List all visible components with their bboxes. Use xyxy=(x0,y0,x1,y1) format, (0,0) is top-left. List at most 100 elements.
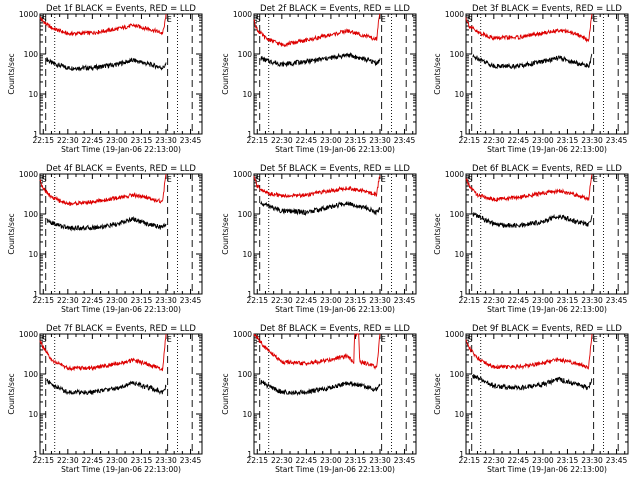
y-tick-label: 100 xyxy=(24,210,39,219)
x-tick-label: 23:15 xyxy=(131,136,153,145)
x-tick-label: 23:45 xyxy=(606,456,628,465)
x-tick-label: 23:45 xyxy=(394,456,416,465)
x-tick-label: 22:30 xyxy=(271,296,293,305)
x-tick-label: 23:00 xyxy=(320,296,342,305)
lld-series-line xyxy=(39,173,167,207)
x-tick-label: 23:15 xyxy=(345,456,367,465)
x-tick-label: 22:30 xyxy=(57,456,79,465)
y-axis-label: Counts/sec xyxy=(221,53,230,94)
y-tick-label: 1000 xyxy=(19,170,38,179)
y-tick-label: 10 xyxy=(28,250,38,259)
x-tick-label: 23:30 xyxy=(155,296,177,305)
marker-e: E xyxy=(167,175,172,184)
y-tick-label: 10 xyxy=(454,250,464,259)
x-tick-label: 23:15 xyxy=(345,296,367,305)
y-tick-label: 1 xyxy=(247,130,252,139)
x-tick-label: 23:30 xyxy=(581,296,603,305)
lld-series-line xyxy=(39,333,167,372)
x-tick-label: 22:45 xyxy=(296,136,318,145)
y-tick-label: 10 xyxy=(454,90,464,99)
y-axis-label: Counts/sec xyxy=(221,213,230,254)
plot-title: Det 6f BLACK = Events, RED = LLD xyxy=(472,164,622,174)
marker-e: E xyxy=(593,175,598,184)
x-tick-label: 23:15 xyxy=(557,296,579,305)
lld-series-line xyxy=(253,333,381,371)
y-axis-label: Counts/sec xyxy=(433,53,442,94)
y-tick-label: 100 xyxy=(238,370,253,379)
x-tick-label: 22:15 xyxy=(246,136,268,145)
events-series-line xyxy=(472,53,593,70)
marker-e: E xyxy=(593,15,598,24)
events-series-line xyxy=(46,57,167,72)
plot-title: Det 7f BLACK = Events, RED = LLD xyxy=(46,324,196,334)
plot-frame xyxy=(39,173,203,295)
x-tick-label: 23:30 xyxy=(155,456,177,465)
x-tick-label: 22:30 xyxy=(57,296,79,305)
x-tick-label: 22:30 xyxy=(483,136,505,145)
x-tick-label: 23:00 xyxy=(532,136,554,145)
marker-e: E xyxy=(167,335,172,344)
marker-s: S xyxy=(42,335,47,344)
x-tick-label: 22:15 xyxy=(458,296,480,305)
plot-title: Det 1f BLACK = Events, RED = LLD xyxy=(46,4,196,14)
marker-e: E xyxy=(167,15,172,24)
events-series-line xyxy=(472,374,593,391)
x-tick-label: 23:00 xyxy=(106,456,128,465)
x-axis-label: Start Time (19-Jan-06 22:13:00) xyxy=(487,145,607,154)
plot-title: Det 5f BLACK = Events, RED = LLD xyxy=(260,164,410,174)
x-tick-label: 22:15 xyxy=(458,456,480,465)
y-tick-label: 100 xyxy=(238,210,253,219)
y-tick-label: 1 xyxy=(33,130,38,139)
y-tick-label: 1000 xyxy=(19,330,38,339)
y-tick-label: 1000 xyxy=(445,170,464,179)
x-tick-label: 23:00 xyxy=(532,456,554,465)
plot-panel: Det 8f BLACK = Events, RED = LLD 1 10 100 10… xyxy=(221,324,417,474)
x-axis-label: Start Time (19-Jan-06 22:13:00) xyxy=(275,465,395,474)
y-tick-label: 1 xyxy=(459,130,464,139)
y-axis-label: Counts/sec xyxy=(433,373,442,414)
plot-title: Det 9f BLACK = Events, RED = LLD xyxy=(472,324,622,334)
marker-e: E xyxy=(381,335,386,344)
x-axis-label: Start Time (19-Jan-06 22:13:00) xyxy=(275,145,395,154)
marker-s: S xyxy=(256,15,261,24)
lld-series-line xyxy=(465,13,593,43)
plot-title: Det 8f BLACK = Events, RED = LLD xyxy=(260,324,410,334)
x-tick-label: 23:45 xyxy=(180,456,202,465)
x-tick-label: 22:45 xyxy=(82,456,104,465)
y-tick-label: 10 xyxy=(454,410,464,419)
x-tick-label: 23:45 xyxy=(394,296,416,305)
plot-title: Det 3f BLACK = Events, RED = LLD xyxy=(472,4,622,14)
x-tick-label: 22:15 xyxy=(246,456,268,465)
y-tick-label: 10 xyxy=(242,410,252,419)
x-tick-label: 22:15 xyxy=(32,296,54,305)
y-tick-label: 1 xyxy=(459,290,464,299)
y-tick-label: 1000 xyxy=(445,10,464,19)
plot-title: Det 2f BLACK = Events, RED = LLD xyxy=(260,4,410,14)
x-tick-label: 23:45 xyxy=(394,136,416,145)
x-tick-label: 22:15 xyxy=(246,296,268,305)
x-tick-label: 23:30 xyxy=(369,456,391,465)
x-tick-label: 23:00 xyxy=(106,136,128,145)
plot-frame xyxy=(465,333,629,455)
x-tick-label: 22:30 xyxy=(483,296,505,305)
plot-frame xyxy=(253,13,417,135)
y-axis-label: Counts/sec xyxy=(7,53,16,94)
x-axis-label: Start Time (19-Jan-06 22:13:00) xyxy=(487,465,607,474)
x-tick-label: 22:45 xyxy=(508,456,530,465)
events-series-line xyxy=(260,51,381,68)
lld-series-line xyxy=(253,175,381,199)
lld-series-line xyxy=(465,174,593,203)
x-tick-label: 22:45 xyxy=(82,296,104,305)
plot-frame xyxy=(465,13,629,135)
x-tick-label: 23:15 xyxy=(131,296,153,305)
lld-series-line xyxy=(39,13,167,37)
x-tick-label: 23:00 xyxy=(320,456,342,465)
plot-panel: Det 7f BLACK = Events, RED = LLD 1 10 100 10… xyxy=(7,324,203,474)
x-tick-label: 23:45 xyxy=(606,136,628,145)
y-tick-label: 1 xyxy=(33,450,38,459)
x-tick-label: 23:45 xyxy=(180,296,202,305)
plot-title: Det 4f BLACK = Events, RED = LLD xyxy=(46,164,196,174)
x-tick-label: 23:15 xyxy=(345,136,367,145)
y-tick-label: 100 xyxy=(24,370,39,379)
y-axis-label: Counts/sec xyxy=(221,373,230,414)
